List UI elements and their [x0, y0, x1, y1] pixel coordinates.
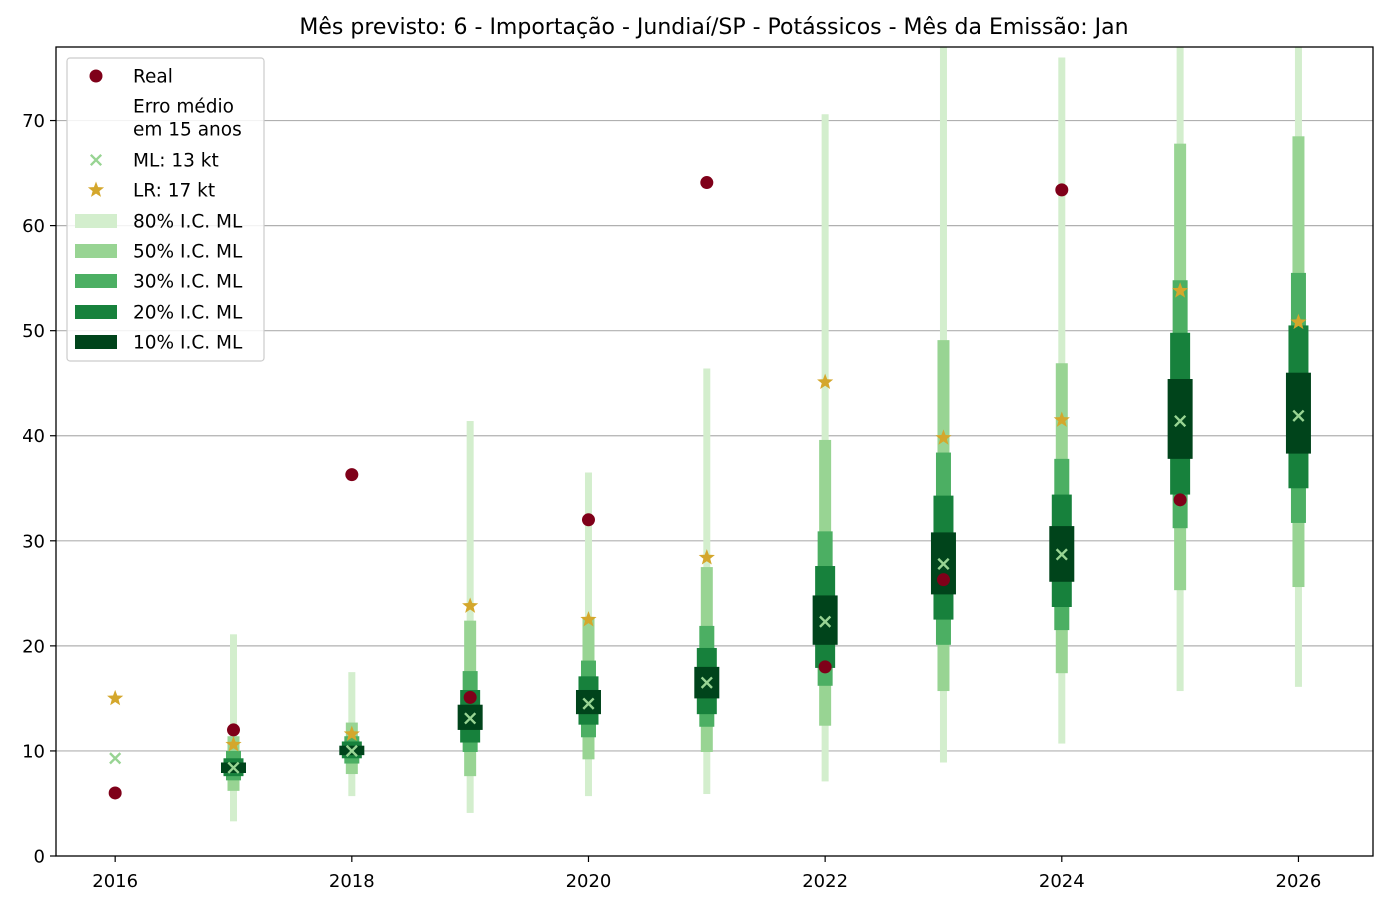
lr-point	[343, 725, 360, 741]
legend-label: em 15 anos	[133, 120, 242, 141]
lr-point	[107, 689, 124, 706]
y-tick-label: 60	[22, 216, 45, 237]
legend-label: 50% I.C. ML	[133, 242, 243, 263]
x-tick-label: 2018	[329, 871, 375, 892]
x-tick-label: 2022	[802, 871, 848, 892]
ml-point	[109, 752, 122, 765]
legend-lr-icon	[87, 181, 105, 197]
ci10-bar	[1285, 372, 1311, 454]
real-point	[345, 468, 359, 482]
ci80-bar	[466, 421, 474, 813]
lr-point	[462, 597, 479, 613]
ml-point	[700, 676, 713, 689]
lr-point	[1172, 282, 1189, 298]
ml-point	[1292, 409, 1305, 422]
legend-label: Erro médio	[133, 97, 234, 118]
data-markers	[107, 176, 1307, 800]
y-tick-label: 40	[22, 426, 45, 447]
legend-ci10-swatch	[75, 335, 117, 349]
y-tick-label: 50	[22, 321, 45, 342]
lr-point	[580, 611, 597, 627]
real-point	[700, 176, 714, 190]
legend-label: 10% I.C. ML	[133, 333, 243, 354]
y-tick-label: 10	[22, 741, 45, 762]
legend-real-icon	[89, 69, 103, 83]
y-tick-label: 20	[22, 636, 45, 657]
legend-label: LR: 17 kt	[133, 181, 215, 202]
real-point	[108, 786, 122, 800]
lr-point	[698, 549, 715, 565]
real-point	[463, 690, 477, 704]
real-point	[936, 573, 950, 587]
ml-point	[1174, 414, 1187, 428]
axes: 0 10 20 30 40 50 60 70 2016 2018 2020 2022 2024 2026	[22, 111, 1321, 892]
grid-lines	[56, 119, 1373, 752]
legend-ci30-swatch	[75, 274, 117, 288]
y-tick-label: 0	[34, 847, 45, 868]
real-point	[1173, 493, 1187, 507]
legend-label: 80% I.C. ML	[133, 212, 243, 233]
real-point	[818, 660, 832, 674]
real-point	[581, 513, 595, 527]
legend-ci20-swatch	[75, 305, 117, 319]
x-tick-label: 2016	[92, 871, 138, 892]
ml-point	[1055, 548, 1068, 561]
ci10-bar	[1167, 379, 1193, 459]
legend-label: 20% I.C. ML	[133, 303, 243, 324]
x-tick-label: 2026	[1276, 871, 1322, 892]
legend-ml-icon	[89, 153, 103, 167]
y-tick-label: 70	[22, 111, 45, 132]
ml-point	[582, 697, 595, 710]
legend-label: Real	[133, 67, 173, 88]
legend-label: ML: 13 kt	[133, 151, 219, 172]
ml-point	[937, 557, 950, 570]
x-tick-label: 2024	[1039, 871, 1085, 892]
ml-point	[464, 712, 477, 725]
lr-point	[1290, 313, 1307, 330]
legend-ci50-swatch	[75, 244, 117, 258]
legend-label: 30% I.C. ML	[133, 272, 243, 293]
lr-point	[935, 429, 952, 445]
ml-point	[227, 761, 240, 774]
chart-title: Mês previsto: 6 - Importação - Jundiaí/S…	[299, 15, 1128, 40]
ml-point	[819, 615, 832, 628]
lr-point	[1053, 411, 1070, 427]
y-tick-label: 30	[22, 531, 45, 552]
lr-point	[225, 736, 242, 752]
ml-point	[345, 744, 358, 757]
legend-ci80-swatch	[75, 214, 117, 228]
lr-point	[817, 373, 834, 390]
plot-frame	[55, 46, 1374, 857]
real-point	[1055, 183, 1069, 197]
real-point	[226, 723, 240, 737]
x-tick-label: 2020	[566, 871, 612, 892]
